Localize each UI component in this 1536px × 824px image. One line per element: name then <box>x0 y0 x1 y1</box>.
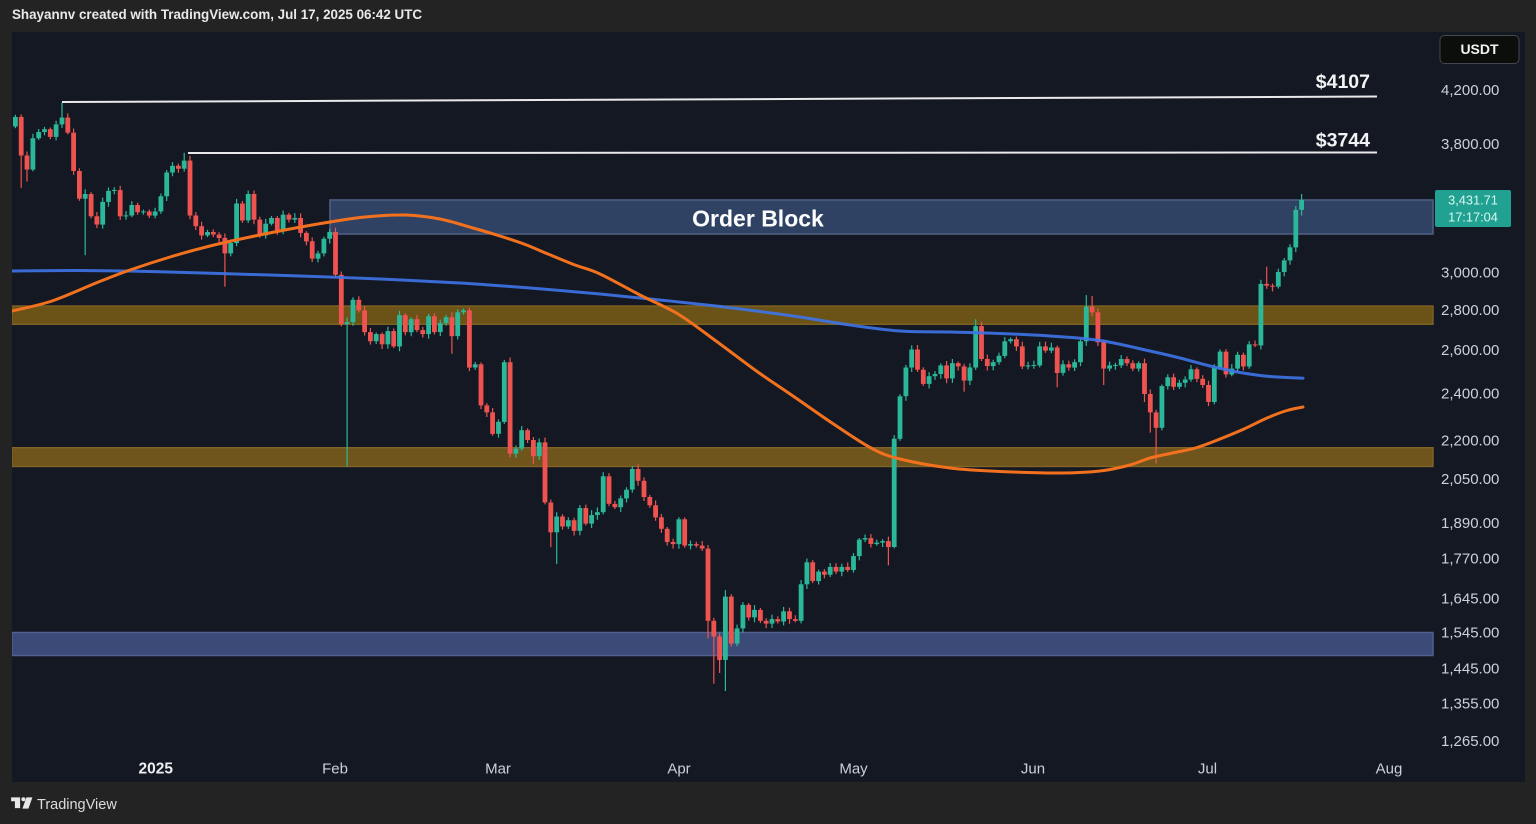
svg-text:Jun: Jun <box>1021 761 1045 778</box>
svg-text:3,431.71: 3,431.71 <box>1448 193 1498 208</box>
svg-text:1,265.00: 1,265.00 <box>1441 733 1499 750</box>
svg-text:3,800.00: 3,800.00 <box>1441 136 1499 153</box>
svg-text:1,355.00: 1,355.00 <box>1441 696 1499 713</box>
svg-text:USDT: USDT <box>1460 41 1499 57</box>
svg-text:1,645.00: 1,645.00 <box>1441 590 1499 607</box>
svg-text:Mar: Mar <box>485 761 511 778</box>
svg-text:2025: 2025 <box>138 761 173 778</box>
svg-text:Apr: Apr <box>667 761 690 778</box>
svg-text:2,200.00: 2,200.00 <box>1441 433 1499 450</box>
svg-text:1,890.00: 1,890.00 <box>1441 515 1499 532</box>
svg-text:1,770.00: 1,770.00 <box>1441 551 1499 568</box>
svg-text:1,445.00: 1,445.00 <box>1441 661 1499 678</box>
svg-text:2,050.00: 2,050.00 <box>1441 471 1499 488</box>
svg-text:2,400.00: 2,400.00 <box>1441 386 1499 403</box>
svg-text:2,600.00: 2,600.00 <box>1441 342 1499 359</box>
svg-text:2,800.00: 2,800.00 <box>1441 302 1499 319</box>
svg-text:1,545.00: 1,545.00 <box>1441 624 1499 641</box>
svg-text:May: May <box>839 761 868 778</box>
svg-text:$4107: $4107 <box>1316 71 1370 93</box>
svg-text:Aug: Aug <box>1376 761 1403 778</box>
svg-text:Jul: Jul <box>1198 761 1217 778</box>
svg-text:Order Block: Order Block <box>692 206 824 232</box>
svg-text:3,000.00: 3,000.00 <box>1441 264 1499 281</box>
svg-text:4,200.00: 4,200.00 <box>1441 82 1499 99</box>
svg-text:17:17:04: 17:17:04 <box>1448 210 1498 225</box>
svg-text:Feb: Feb <box>322 761 348 778</box>
svg-text:$3744: $3744 <box>1316 130 1370 152</box>
